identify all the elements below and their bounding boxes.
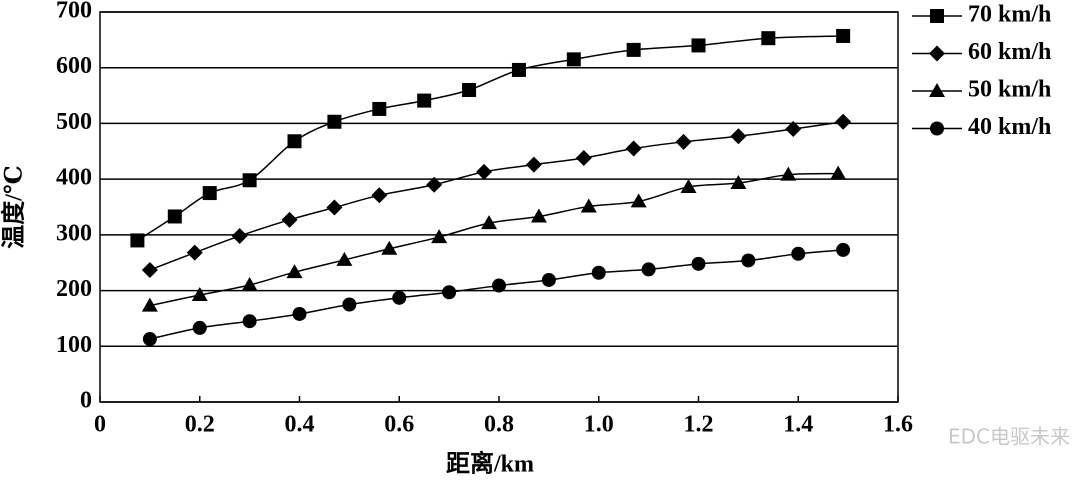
- legend-label: 50 km/h: [968, 77, 1051, 103]
- data-point: [426, 176, 443, 193]
- data-point: [287, 134, 302, 149]
- data-point: [141, 297, 158, 312]
- data-point: [591, 265, 606, 280]
- data-point: [785, 121, 802, 137]
- data-point: [202, 186, 217, 201]
- data-point: [675, 133, 692, 150]
- data-point: [192, 320, 207, 335]
- legend-label: 60 km/h: [968, 39, 1051, 65]
- data-point: [381, 240, 398, 255]
- data-point: [336, 251, 353, 266]
- x-tick-label: 0: [94, 412, 106, 438]
- data-point: [342, 297, 357, 312]
- data-point: [626, 42, 641, 57]
- legend-marker: [930, 9, 944, 23]
- legend-label: 40 km/h: [968, 114, 1051, 140]
- data-point: [691, 256, 706, 271]
- x-tick-label: 1.4: [783, 412, 813, 438]
- x-tick-label: 0.6: [384, 412, 414, 438]
- data-point: [186, 244, 203, 261]
- x-tick-label: 0.4: [285, 412, 315, 438]
- y-tick-label: 0: [80, 388, 92, 414]
- data-point: [492, 278, 506, 293]
- data-point: [741, 253, 756, 268]
- data-point: [541, 272, 556, 287]
- y-tick-label: 600: [56, 53, 92, 79]
- data-point: [680, 178, 697, 193]
- legend-label: 70 km/h: [968, 2, 1051, 28]
- x-tick-label: 0.2: [185, 412, 215, 438]
- data-point: [417, 93, 432, 108]
- x-tick-label: 1.2: [684, 412, 714, 438]
- data-point: [431, 229, 448, 244]
- data-point: [242, 173, 257, 188]
- data-point: [691, 38, 706, 53]
- data-point: [286, 264, 303, 279]
- data-point: [511, 62, 526, 77]
- x-tick-label: 0.8: [484, 412, 514, 438]
- data-point: [580, 198, 597, 213]
- y-tick-label: 300: [56, 220, 92, 246]
- data-point: [326, 199, 343, 216]
- data-point: [791, 246, 806, 261]
- data-point: [167, 209, 182, 224]
- y-tick-label: 500: [56, 109, 92, 135]
- data-point: [525, 156, 542, 173]
- data-point: [372, 101, 387, 116]
- data-point: [130, 233, 145, 248]
- data-point: [442, 285, 457, 300]
- y-tick-label: 100: [56, 332, 92, 358]
- data-point: [292, 306, 307, 321]
- legend-marker: [930, 121, 944, 136]
- data-point: [730, 175, 747, 190]
- data-point: [141, 261, 158, 278]
- data-point: [327, 114, 342, 129]
- x-axis-label: 距离/km: [446, 450, 534, 478]
- watermark: EDC电驱未来: [948, 425, 1070, 449]
- data-point: [462, 83, 477, 97]
- data-point: [641, 262, 656, 277]
- data-point: [830, 165, 847, 180]
- y-tick-label: 200: [56, 276, 92, 302]
- data-point: [476, 163, 493, 180]
- data-point: [625, 140, 642, 157]
- data-point: [761, 31, 776, 46]
- data-point: [575, 149, 592, 166]
- data-point: [231, 227, 248, 244]
- data-point: [241, 277, 258, 291]
- data-point: [191, 287, 208, 302]
- plot-frame: [99, 11, 899, 403]
- data-point: [142, 332, 157, 347]
- x-tick-label: 1.6: [883, 412, 913, 438]
- y-tick-label: 400: [56, 165, 92, 191]
- data-point: [836, 28, 851, 43]
- legend-marker: [929, 45, 945, 62]
- data-point: [281, 211, 298, 228]
- data-point: [630, 193, 647, 208]
- data-point: [835, 113, 852, 130]
- series-line: [149, 121, 844, 271]
- y-tick-label: 700: [56, 0, 92, 24]
- data-point: [242, 314, 257, 329]
- data-point: [481, 215, 498, 230]
- data-point: [530, 208, 547, 223]
- data-point: [780, 166, 797, 181]
- data-point: [836, 242, 851, 257]
- legend-marker: [929, 83, 945, 97]
- data-point: [392, 290, 407, 305]
- y-axis-label: 温度/℃: [0, 165, 28, 248]
- data-point: [566, 52, 581, 67]
- x-tick-label: 1.0: [584, 412, 614, 438]
- data-point: [371, 187, 388, 204]
- data-point: [730, 128, 747, 145]
